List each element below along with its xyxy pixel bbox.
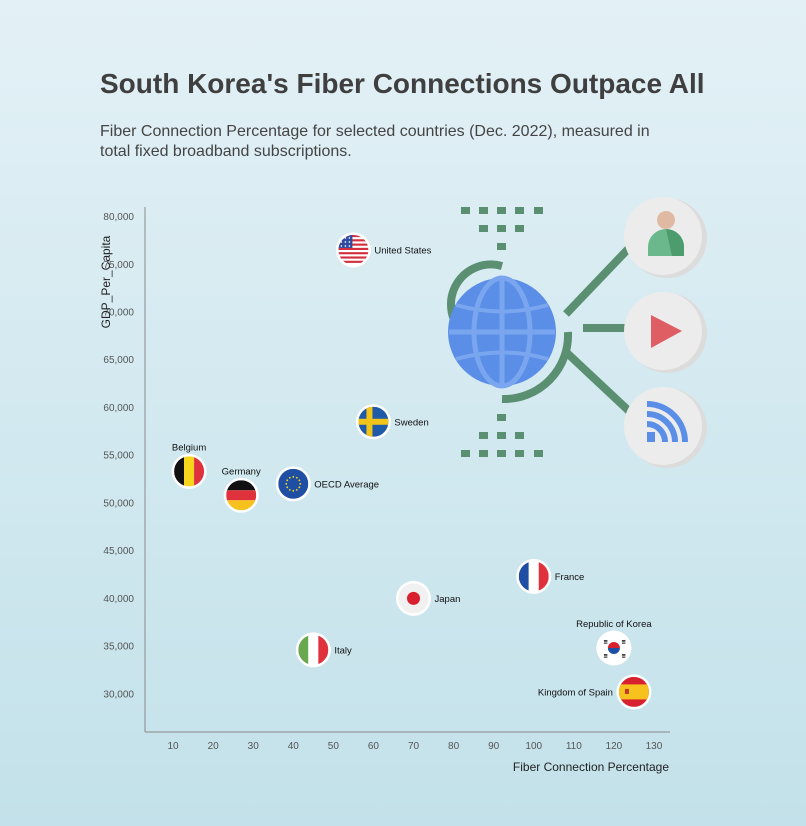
data-point bbox=[295, 632, 331, 668]
bottom-dots-decoration bbox=[461, 414, 543, 457]
network-illustration bbox=[447, 197, 707, 468]
x-tick-label: 20 bbox=[208, 741, 220, 752]
x-tick-label: 120 bbox=[606, 741, 623, 752]
wifi-icon bbox=[624, 387, 707, 468]
x-tick-label: 130 bbox=[646, 741, 663, 752]
x-tick-label: 80 bbox=[448, 741, 460, 752]
x-tick-label: 10 bbox=[167, 741, 179, 752]
point-label: Belgium bbox=[172, 442, 206, 453]
connector-line-top bbox=[563, 244, 633, 317]
point-label: Kingdom of Spain bbox=[538, 687, 613, 698]
data-point bbox=[171, 453, 207, 489]
y-tick-label: 75,000 bbox=[103, 260, 134, 271]
germany-flag bbox=[226, 480, 257, 511]
x-axis-title: Fiber Connection Percentage bbox=[513, 760, 669, 774]
data-point bbox=[223, 477, 259, 513]
x-tick-label: 60 bbox=[368, 741, 380, 752]
point-label: France bbox=[555, 572, 585, 583]
data-point bbox=[355, 404, 391, 440]
data-point bbox=[335, 232, 371, 268]
y-tick-label: 30,000 bbox=[103, 689, 134, 700]
chart-subtitle: Fiber Connection Percentage for selected… bbox=[100, 123, 650, 160]
orbit-arc-right bbox=[501, 331, 573, 404]
y-tick-label: 45,000 bbox=[103, 546, 134, 557]
data-point bbox=[596, 630, 632, 666]
italy-flag bbox=[298, 634, 329, 665]
point-label: Germany bbox=[222, 466, 261, 477]
user-icon bbox=[624, 197, 707, 278]
japan-flag bbox=[398, 583, 429, 614]
y-tick-label: 35,000 bbox=[103, 642, 134, 653]
france-flag bbox=[518, 561, 549, 592]
y-tick-label: 50,000 bbox=[103, 498, 134, 509]
x-tick-label: 90 bbox=[488, 741, 500, 752]
x-tick-label: 110 bbox=[566, 741, 582, 752]
x-tick-label: 100 bbox=[525, 741, 542, 752]
data-point bbox=[396, 580, 432, 616]
y-tick-label: 60,000 bbox=[103, 403, 134, 414]
play-icon bbox=[624, 292, 707, 373]
x-tick-labels: 10 20 30 40 50 60 70 80 90 100 110 120 130 bbox=[167, 741, 662, 752]
x-tick-label: 70 bbox=[408, 741, 420, 752]
y-tick-labels: 30,000 35,000 40,000 45,000 50,000 55,000 60,0… bbox=[103, 212, 134, 700]
point-label: OECD Average bbox=[314, 479, 379, 490]
data-point bbox=[516, 558, 552, 594]
y-tick-label: 70,000 bbox=[103, 308, 134, 319]
connector-line-bottom bbox=[563, 349, 633, 415]
point-label: Republic of Korea bbox=[576, 619, 652, 630]
point-label: Italy bbox=[334, 645, 352, 656]
us-flag bbox=[338, 234, 369, 265]
data-point bbox=[275, 466, 311, 502]
point-label: Japan bbox=[435, 594, 461, 605]
data-points: United States Sweden Belgium Germany OECD Av… bbox=[171, 232, 652, 710]
korea-flag bbox=[598, 633, 629, 663]
y-tick-label: 65,000 bbox=[103, 355, 134, 366]
y-tick-label: 40,000 bbox=[103, 594, 134, 605]
x-tick-label: 30 bbox=[248, 741, 260, 752]
globe-icon bbox=[448, 275, 556, 389]
eu-flag bbox=[278, 468, 309, 499]
point-label: United States bbox=[374, 245, 431, 256]
sweden-flag bbox=[358, 406, 389, 437]
x-tick-label: 40 bbox=[288, 741, 300, 752]
belgium-flag bbox=[174, 456, 205, 487]
spain-flag bbox=[618, 676, 649, 707]
data-point bbox=[616, 674, 652, 710]
y-axis-title: GDP_Per_Capita bbox=[99, 235, 113, 328]
y-tick-label: 55,000 bbox=[103, 451, 134, 462]
y-tick-label: 80,000 bbox=[103, 212, 134, 223]
top-dots-decoration bbox=[461, 207, 543, 250]
point-label: Sweden bbox=[394, 417, 428, 428]
x-tick-label: 50 bbox=[328, 741, 340, 752]
chart-title: South Korea's Fiber Connections Outpace … bbox=[100, 68, 705, 99]
